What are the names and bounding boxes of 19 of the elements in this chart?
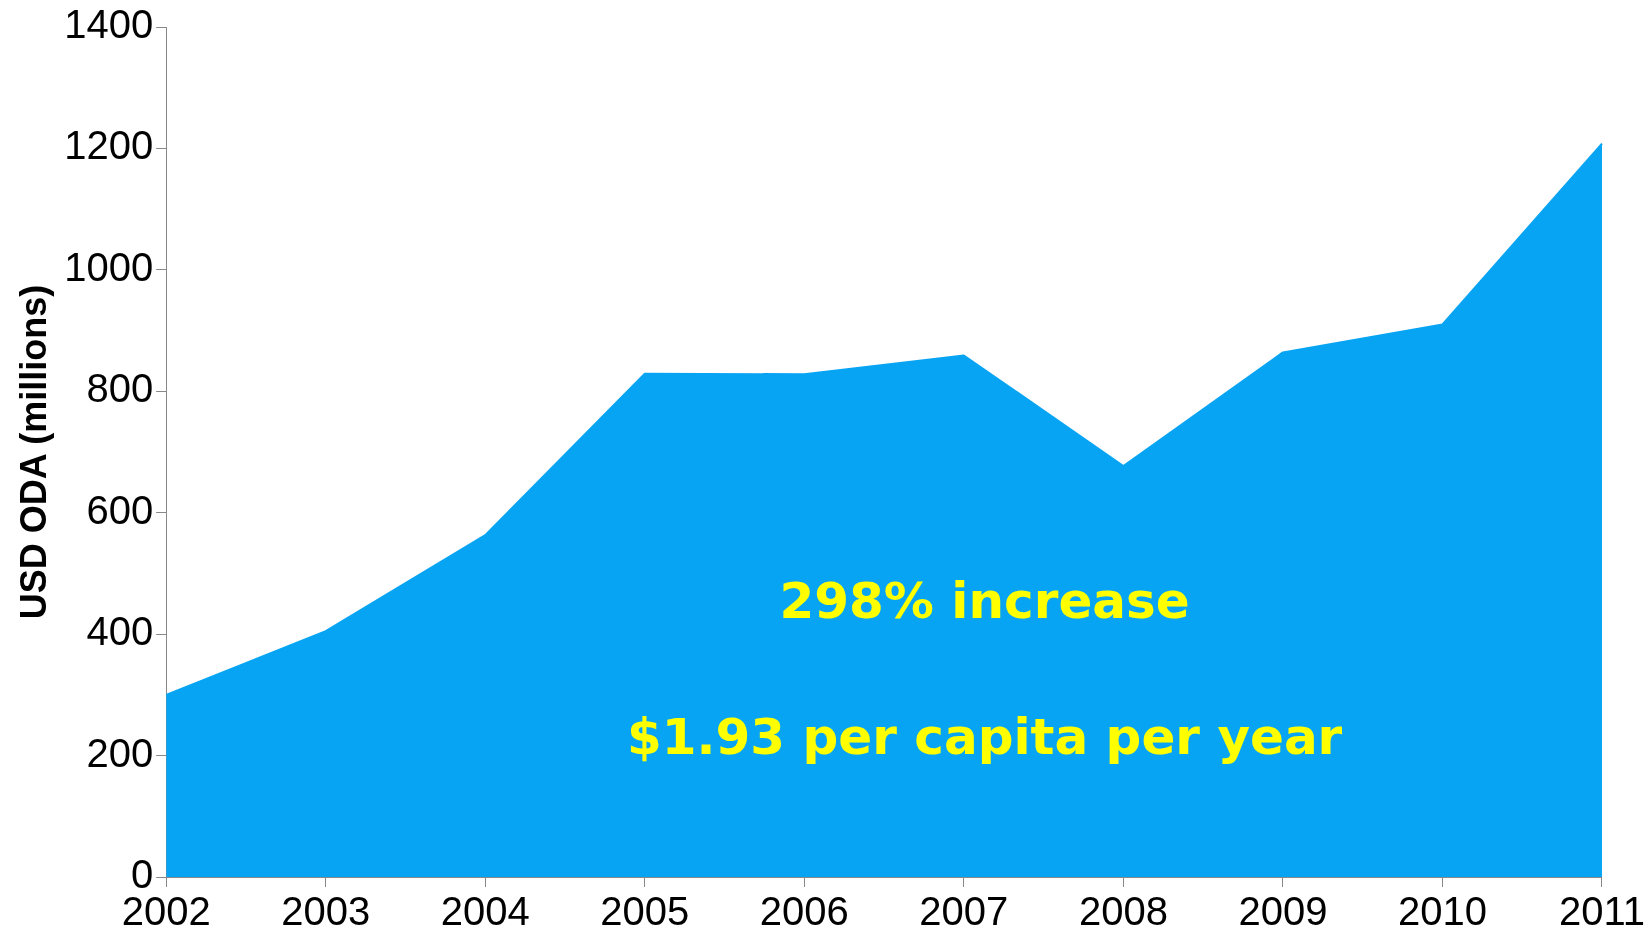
- x-tick-label: 2009: [1238, 889, 1328, 934]
- x-tick-label: 2010: [1397, 889, 1487, 934]
- y-tick-label: 200: [86, 730, 154, 775]
- y-tick-label: 800: [86, 366, 154, 411]
- y-tick-label: 1200: [64, 123, 154, 168]
- x-tick-label: 2004: [440, 889, 530, 934]
- y-axis-title: USD ODA (millions): [12, 284, 54, 620]
- x-tick-label: 2011: [1558, 889, 1645, 934]
- annotation: 298% increase: [779, 571, 1190, 630]
- y-tick-label: 400: [86, 609, 154, 654]
- x-tick-label: 2006: [759, 889, 849, 934]
- y-tick-label: 1400: [64, 2, 154, 47]
- x-tick-label: 2007: [919, 889, 1009, 934]
- annotation: $1.93 per capita per year: [626, 707, 1343, 766]
- x-tick-label: 2003: [281, 889, 371, 934]
- y-tick-label: 1000: [64, 244, 154, 289]
- x-tick-label: 2008: [1078, 889, 1168, 934]
- x-tick-label: 2005: [600, 889, 690, 934]
- y-tick-label: 600: [86, 487, 154, 532]
